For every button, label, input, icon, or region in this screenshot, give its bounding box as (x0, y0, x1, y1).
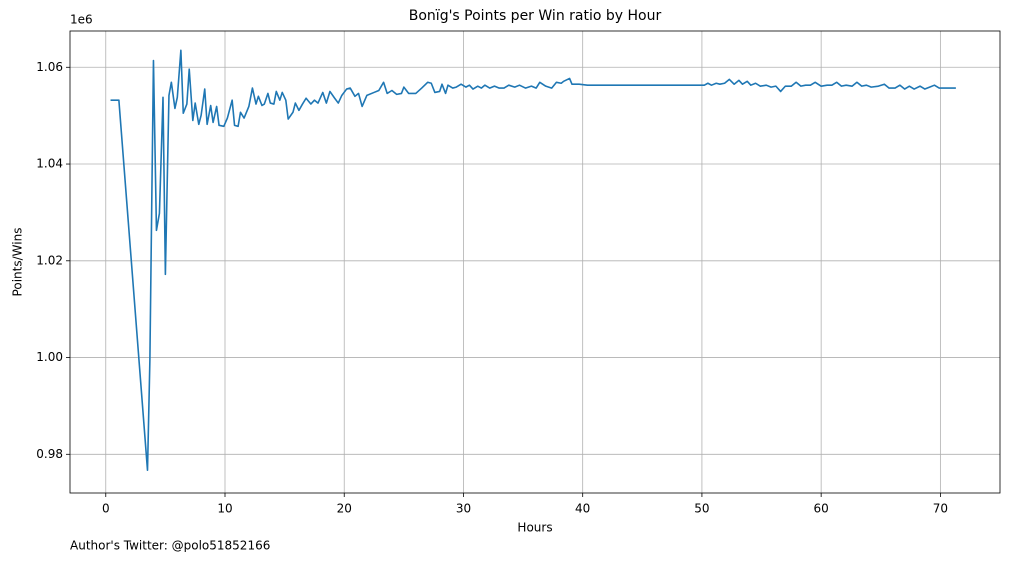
y-tick-label: 1.00 (36, 350, 63, 364)
x-axis-label: Hours (517, 521, 552, 535)
scale-label: 1e6 (70, 13, 93, 27)
y-tick-label: 1.04 (36, 157, 63, 171)
x-tick-label: 40 (575, 502, 590, 516)
x-tick-label: 70 (933, 502, 948, 516)
chart-title: Bonïg's Points per Win ratio by Hour (409, 8, 662, 24)
plot-frame (69, 30, 1001, 494)
y-tick-label: 1.06 (36, 60, 63, 74)
y-axis-label: Points/Wins (11, 228, 25, 297)
x-tick-label: 0 (102, 502, 110, 516)
x-tick-label: 10 (217, 502, 232, 516)
x-tick-label: 20 (337, 502, 352, 516)
x-tick-label: 60 (814, 502, 829, 516)
y-tick-label: 0.98 (36, 447, 63, 461)
footnote: Author's Twitter: @polo51852166 (70, 539, 270, 553)
x-tick-label: 50 (694, 502, 709, 516)
data-line (110, 49, 956, 472)
x-tick-label: 30 (456, 502, 471, 516)
y-tick-label: 1.02 (36, 253, 63, 267)
